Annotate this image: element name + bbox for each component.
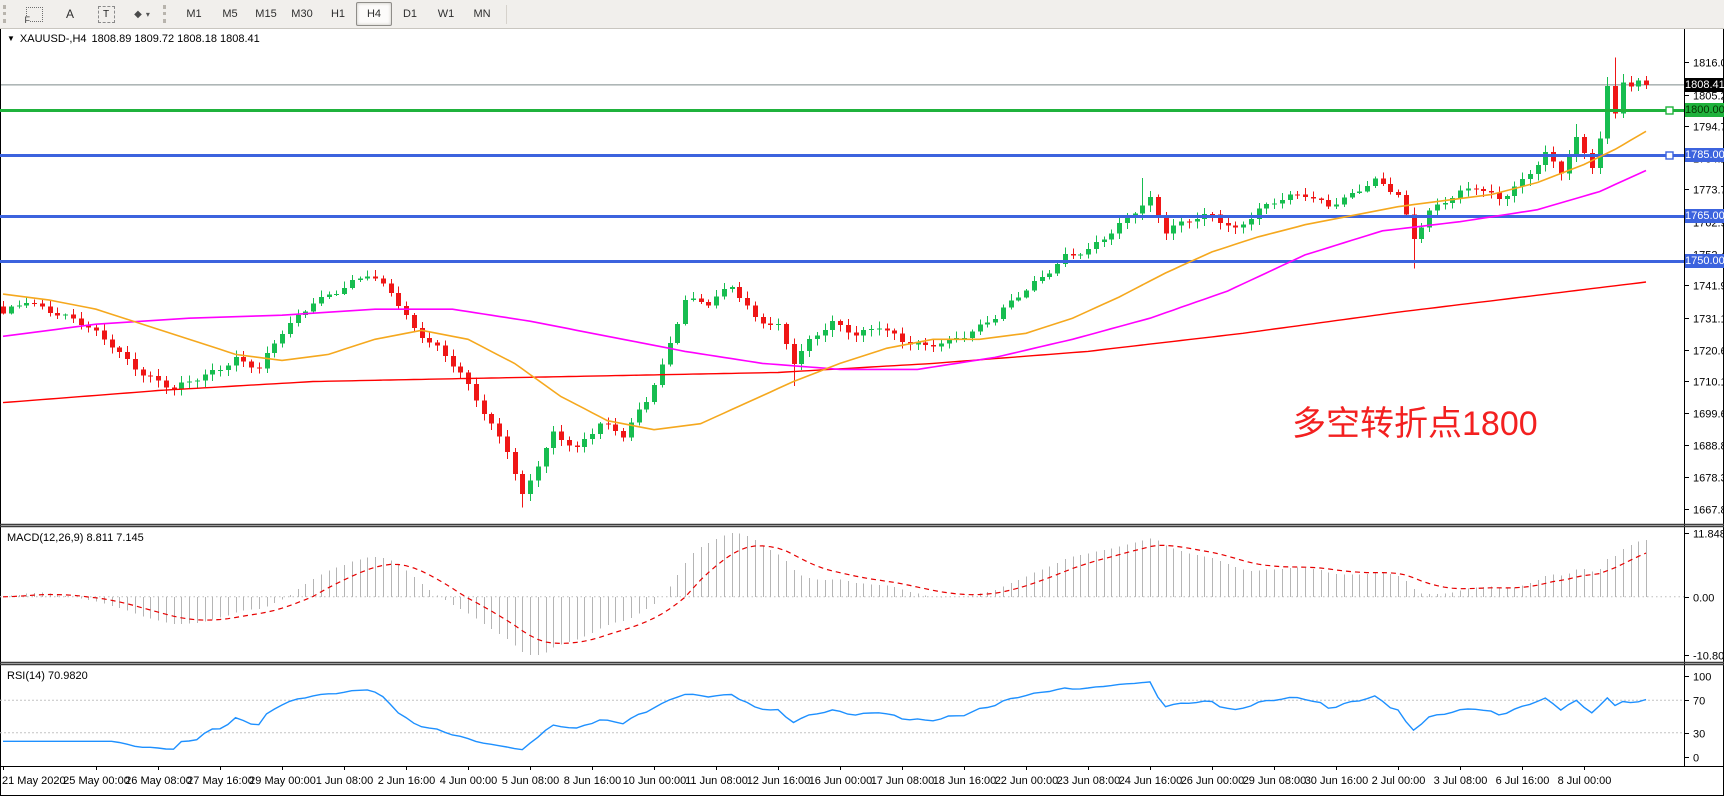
svg-text:1731.10: 1731.10	[1693, 314, 1724, 326]
svg-text:26 Jun 00:00: 26 Jun 00:00	[1181, 775, 1245, 787]
svg-text:6 Jul 16:00: 6 Jul 16:00	[1496, 775, 1550, 787]
hline-badge-1750: 1750.00	[1685, 253, 1724, 268]
macd-axis: 11.848 0.00 -10.808	[1684, 529, 1724, 663]
macd-indicator-label: MACD(12,26,9) 8.811 7.145	[7, 532, 144, 544]
symbol-period-label: XAUUSD-,H4	[19, 33, 87, 45]
svg-text:2 Jul 00:00: 2 Jul 00:00	[1372, 775, 1426, 787]
price-axis: 1816.001805.201794.701784.201773.701762.…	[1684, 58, 1724, 517]
svg-text:18 Jun 16:00: 18 Jun 16:00	[933, 775, 997, 787]
timeframe-h1-button[interactable]: H1	[330, 8, 346, 20]
ma-orange-line	[2, 130, 1647, 431]
svg-text:17 Jun 08:00: 17 Jun 08:00	[871, 775, 935, 787]
toolbar-drag-handle[interactable]	[163, 5, 170, 23]
svg-text:30 Jun 16:00: 30 Jun 16:00	[1305, 775, 1369, 787]
svg-text:1667.80: 1667.80	[1693, 505, 1724, 517]
svg-text:26 May 08:00: 26 May 08:00	[125, 775, 192, 787]
timeframe-m5-button[interactable]: M5	[222, 8, 238, 20]
arrows-icon: ◆	[134, 8, 143, 20]
svg-text:12 Jun 16:00: 12 Jun 16:00	[747, 775, 811, 787]
svg-text:1710.10: 1710.10	[1693, 377, 1724, 389]
svg-text:1805.20: 1805.20	[1693, 91, 1724, 103]
rsi-level-lines	[0, 699, 1684, 734]
hline-badge-1800: 1800.00	[1685, 103, 1724, 118]
timeframe-m30-button[interactable]: M30	[291, 8, 313, 20]
svg-text:16 Jun 00:00: 16 Jun 00:00	[809, 775, 873, 787]
timeframe-h4-button[interactable]: H4	[356, 2, 392, 26]
svg-text:70: 70	[1693, 696, 1705, 708]
svg-text:-10.808: -10.808	[1693, 651, 1724, 663]
annotation-text[interactable]: 多空转折点1800	[1292, 405, 1538, 443]
timeframe-m1-button[interactable]: M1	[186, 8, 202, 20]
svg-text:3 Jul 08:00: 3 Jul 08:00	[1434, 775, 1488, 787]
svg-text:1688.80: 1688.80	[1693, 441, 1724, 453]
collapse-triangle-icon[interactable]: ▼	[7, 34, 15, 43]
svg-text:1816.00: 1816.00	[1693, 58, 1724, 70]
svg-text:22 Jun 00:00: 22 Jun 00:00	[995, 775, 1059, 787]
svg-text:5 Jun 08:00: 5 Jun 08:00	[502, 775, 560, 787]
svg-text:0.00: 0.00	[1693, 593, 1714, 605]
rsi-indicator-label: RSI(14) 70.9820	[7, 670, 88, 682]
svg-text:4 Jun 00:00: 4 Jun 00:00	[440, 775, 498, 787]
svg-text:1773.70: 1773.70	[1693, 185, 1724, 197]
arrows-object-button[interactable]: ◆ ▾	[124, 2, 160, 26]
svg-text:29 Jun 08:00: 29 Jun 08:00	[1243, 775, 1307, 787]
toolbar-separator	[506, 4, 507, 24]
svg-text:1678.30: 1678.30	[1693, 473, 1724, 485]
svg-text:2 Jun 16:00: 2 Jun 16:00	[378, 775, 436, 787]
rsi-axis: 100 70 30 0	[1684, 672, 1711, 765]
toolbar-drag-handle[interactable]	[3, 5, 10, 23]
chart-frame	[0, 29, 1724, 767]
svg-text:8 Jun 16:00: 8 Jun 16:00	[564, 775, 622, 787]
ohlc-quote-label: 1808.89 1809.72 1808.18 1808.41	[91, 33, 260, 45]
svg-text:1699.60: 1699.60	[1693, 409, 1724, 421]
ma-magenta-line	[2, 169, 1647, 371]
svg-text:1741.90: 1741.90	[1693, 281, 1724, 293]
svg-text:1720.60: 1720.60	[1693, 346, 1724, 358]
svg-text:27 May 16:00: 27 May 16:00	[187, 775, 254, 787]
letter-t-icon: T	[97, 5, 115, 23]
timeframe-mn-button[interactable]: MN	[473, 8, 491, 20]
macd-histogram	[10, 533, 1648, 655]
timeframe-w1-button[interactable]: W1	[437, 8, 455, 20]
macd-signal-line	[2, 544, 1647, 645]
hline-badge-1765: 1765.00	[1685, 208, 1724, 223]
text-object-button[interactable]: T	[88, 2, 124, 26]
horizontal-lines-layer[interactable]	[0, 106, 1684, 263]
svg-text:25 May 00:00: 25 May 00:00	[63, 775, 130, 787]
svg-text:10 Jun 00:00: 10 Jun 00:00	[623, 775, 687, 787]
svg-text:21 May 2020: 21 May 2020	[2, 775, 66, 787]
top-toolbar: F A T ◆ ▾ M1 M5 M15 M30 H1 H4 D1 W1 MN	[0, 0, 1724, 29]
dropdown-caret-icon: ▾	[145, 9, 150, 19]
svg-text:11 Jun 08:00: 11 Jun 08:00	[685, 775, 748, 787]
text-label-button[interactable]: A	[52, 2, 88, 26]
ma-red-line	[2, 281, 1647, 404]
svg-text:23 Jun 08:00: 23 Jun 08:00	[1057, 775, 1121, 787]
svg-text:1794.70: 1794.70	[1693, 122, 1724, 134]
svg-text:8 Jul 00:00: 8 Jul 00:00	[1558, 775, 1612, 787]
letter-a-icon: A	[65, 7, 74, 21]
svg-text:0: 0	[1693, 753, 1699, 765]
chart-shift-button[interactable]: F	[16, 2, 52, 26]
timeframe-m15-button[interactable]: M15	[255, 8, 277, 20]
rsi-line	[3, 681, 1647, 751]
chart-shift-icon: F	[24, 6, 43, 25]
svg-text:11.848: 11.848	[1693, 529, 1724, 541]
hline-badge-1785: 1785.00	[1685, 148, 1724, 163]
svg-text:1 Jun 08:00: 1 Jun 08:00	[316, 775, 374, 787]
timeframe-d1-button[interactable]: D1	[402, 8, 418, 20]
current-price-badge: 1808.41	[1685, 77, 1724, 92]
svg-text:100: 100	[1693, 672, 1711, 684]
svg-text:24 Jun 16:00: 24 Jun 16:00	[1119, 775, 1183, 787]
svg-text:29 May 00:00: 29 May 00:00	[249, 775, 316, 787]
chart-title: ▼ XAUUSD-,H4 1808.89 1809.72 1808.18 180…	[7, 33, 260, 45]
svg-text:30: 30	[1693, 729, 1705, 741]
